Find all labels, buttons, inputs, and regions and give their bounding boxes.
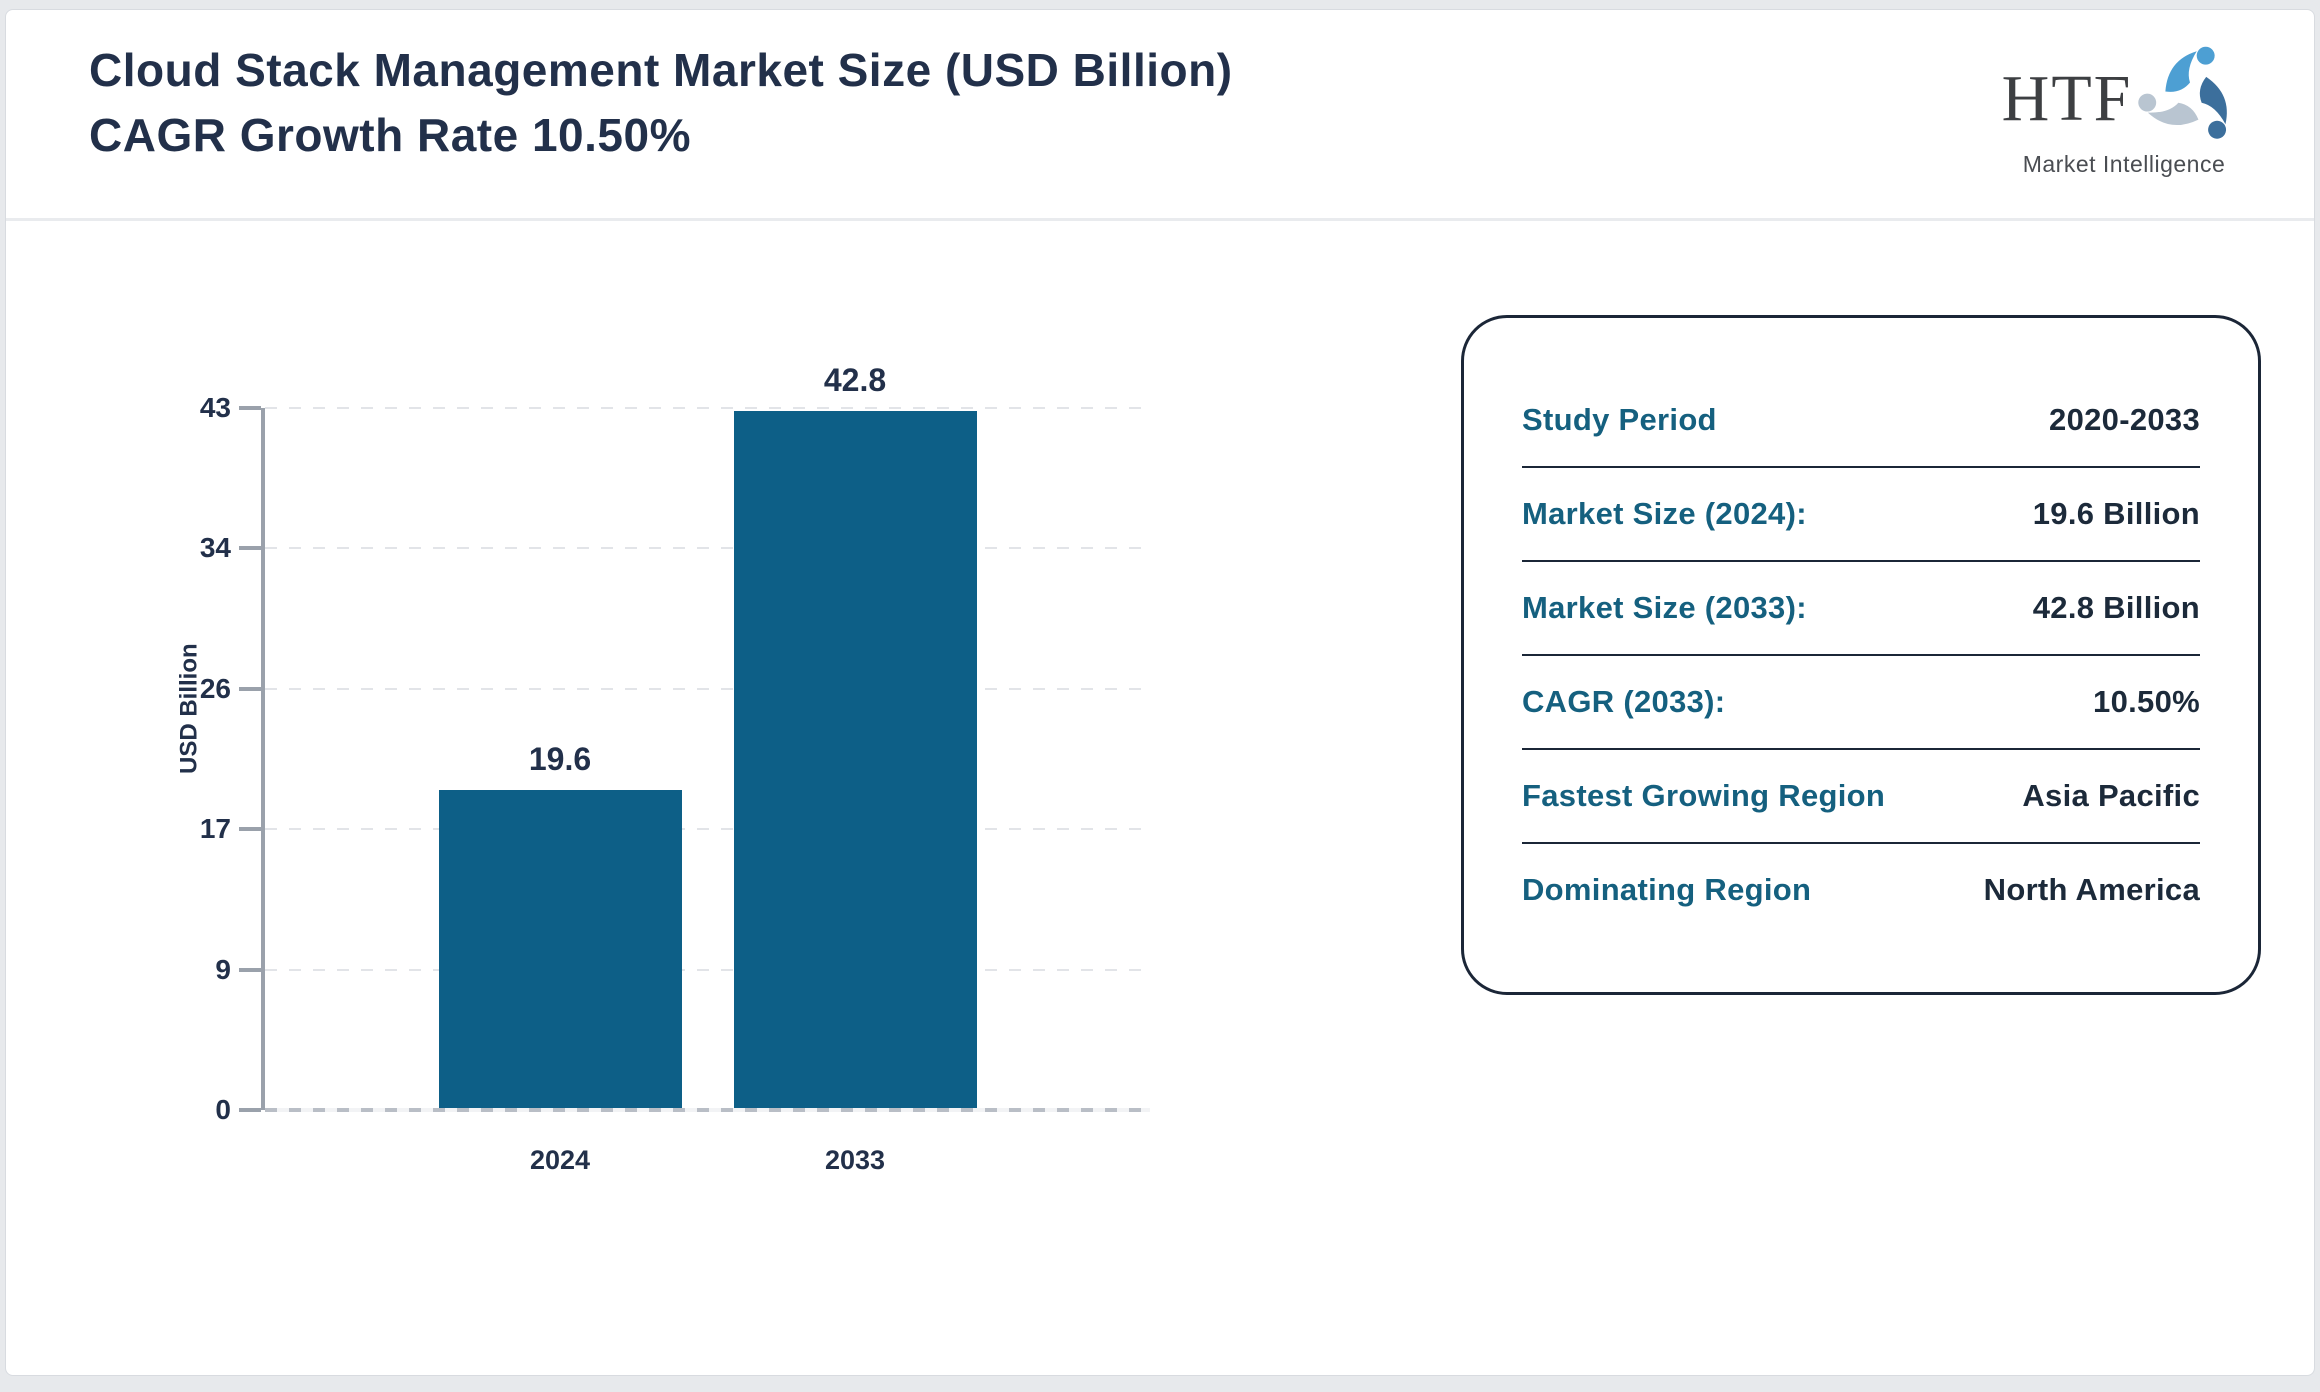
plot-area: 0 9 17 26 34 43 19.6 2024 42.8 2033 [200,362,1150,1175]
info-label: Fastest Growing Region [1522,778,1886,813]
bar-2033 [733,411,977,1110]
y-axis-title: USD Billion [175,643,203,774]
header-divider [6,218,2314,221]
brand-logo-subtext: Market Intelligence [2022,151,2226,177]
info-row-cagr: CAGR (2033): 10.50% [1522,656,2200,750]
y-tick-mark [239,546,261,551]
y-tick-label: 43 [199,392,231,423]
gridline [265,968,1150,971]
brand-swirl-icon [2134,40,2246,157]
y-tick-label: 17 [199,813,231,845]
info-row-study-period: Study Period 2020-2033 [1522,374,2200,468]
gridline [265,687,1150,690]
brand-logo-text: HTF [2001,61,2133,135]
info-label: Market Size (2033): [1522,590,1807,625]
info-row-dominating-region: Dominating Region North America [1522,844,2200,936]
info-panel: Study Period 2020-2033 Market Size (2024… [1461,315,2261,995]
y-tick-mark [239,686,261,691]
info-label: Market Size (2024): [1522,496,1807,531]
info-row-market-size-2024: Market Size (2024): 19.6 Billion [1522,468,2200,562]
info-label: CAGR (2033): [1522,684,1726,719]
info-value: 10.50% [2093,684,2200,719]
info-label: Study Period [1522,402,1717,437]
page-title: Cloud Stack Management Market Size (USD … [89,44,1233,162]
y-tick-label: 34 [199,532,231,564]
info-label: Dominating Region [1522,872,1812,907]
bar-value-label: 19.6 [528,741,592,778]
report-card: Cloud Stack Management Market Size (USD … [5,9,2315,1376]
y-tick-label: 26 [199,672,231,704]
y-tick-mark [239,406,261,410]
x-tick-label: 2024 [529,1145,591,1175]
y-tick-label: 9 [215,953,231,985]
y-tick-mark [239,967,261,972]
info-value: 19.6 Billion [2032,496,2200,531]
gridline [265,407,1150,409]
y-tick-label: 0 [215,1094,231,1125]
y-tick-mark [239,1108,261,1112]
bar-value-label: 42.8 [823,362,887,399]
info-row-market-size-2033: Market Size (2033): 42.8 Billion [1522,562,2200,656]
bar-2024 [438,790,682,1110]
info-row-fastest-growing-region: Fastest Growing Region Asia Pacific [1522,750,2200,844]
info-value: 42.8 Billion [2032,590,2200,625]
baseline [265,1108,1150,1112]
y-tick-mark [239,827,261,832]
info-value: North America [1983,872,2200,907]
brand-logo: HTF [2001,40,2246,178]
info-value: 2020-2033 [2049,402,2200,437]
x-tick-label: 2033 [824,1145,886,1175]
gridline [265,828,1150,831]
gridline [265,547,1150,550]
info-value: Asia Pacific [2022,778,2200,813]
